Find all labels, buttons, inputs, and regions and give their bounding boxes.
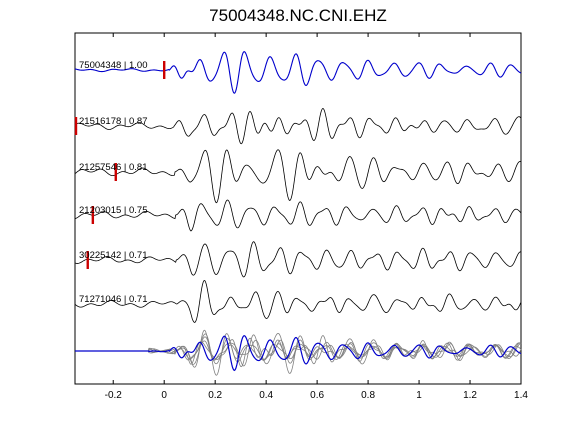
trace-label-5: 30225142 | 0.71 (79, 250, 148, 261)
chart-title: 75004348.NC.CNI.EHZ (209, 6, 387, 25)
traces-group (74, 51, 522, 323)
x-tick-label-6: 0.8 (361, 390, 375, 401)
overlay-group (75, 329, 522, 376)
trace-line-4 (74, 199, 522, 232)
x-tick-label-9: 1.4 (514, 390, 528, 401)
x-tick-label-2: 0 (161, 390, 167, 401)
trace-line-6 (74, 279, 522, 323)
axes-frame (74, 32, 522, 385)
x-tick-label-1: -0.2 (105, 390, 123, 401)
x-tick-label-7: 1 (416, 390, 422, 401)
trace-labels-group: 75004348 | 1.00 21516178 | 0.87 21257546 |… (79, 60, 148, 305)
trace-line-5 (74, 241, 522, 278)
x-tick-label-5: 0.6 (310, 390, 324, 401)
trace-line-2 (74, 108, 522, 145)
trace-line-1 (74, 51, 522, 94)
x-axis: -0.2 0 0.2 0.4 0.6 0.8 1 1.2 1.4 (105, 33, 528, 401)
trace-label-2: 21516178 | 0.87 (79, 116, 148, 127)
overlay-line-5 (75, 334, 522, 367)
x-tick-label-3: 0.2 (208, 390, 222, 401)
trace-label-3: 21257546 | 0.81 (79, 162, 148, 173)
x-tick-label-4: 0.4 (259, 390, 273, 401)
trace-line-3 (74, 149, 522, 204)
trace-label-1: 75004348 | 1.00 (79, 60, 148, 71)
overlay-line-4 (75, 338, 522, 365)
x-tick-label-8: 1.2 (463, 390, 477, 401)
trace-label-6: 71271046 | 0.71 (79, 294, 148, 305)
overlay-line-1 (75, 335, 522, 372)
overlay-line-6 (75, 329, 522, 368)
picks-group (74, 61, 166, 269)
trace-label-4: 21203015 | 0.75 (79, 205, 148, 216)
